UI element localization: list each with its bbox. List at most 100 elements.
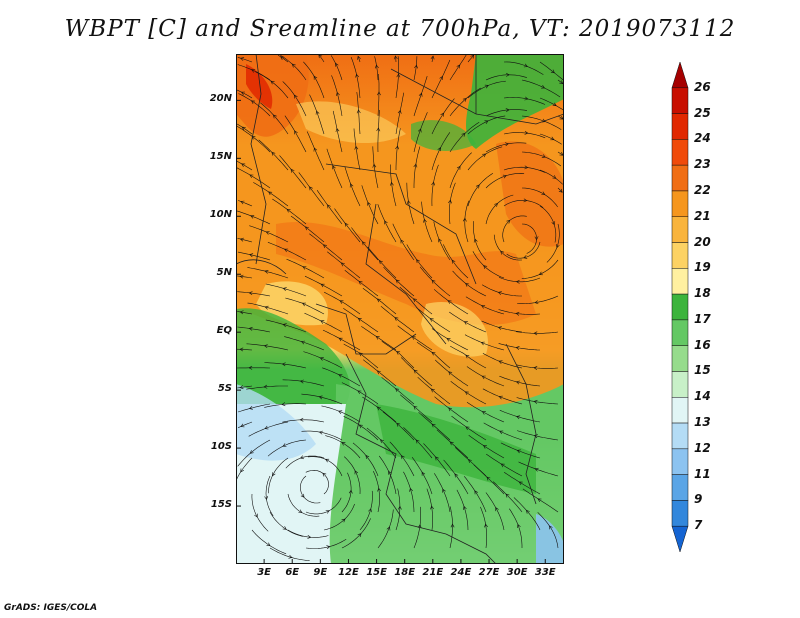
streamline [557, 115, 564, 120]
streamline-arrow [248, 326, 253, 331]
streamline [265, 319, 307, 333]
streamline [419, 266, 451, 297]
streamline-arrow [325, 458, 330, 463]
streamline-arrow [549, 525, 553, 530]
streamline-arrow [320, 320, 325, 324]
streamline-arrow [550, 69, 555, 74]
streamline-arrow [524, 130, 529, 135]
streamline [473, 221, 487, 261]
lat-tick-label: 20N [209, 93, 232, 105]
streamline [539, 205, 557, 243]
streamline [472, 251, 505, 279]
streamline [265, 475, 274, 517]
streamline [449, 87, 482, 117]
lon-tick-label: 21E [422, 567, 444, 578]
lon-tick-label: 33E [534, 567, 556, 578]
streamline-arrow [300, 493, 305, 498]
streamline-arrow [523, 63, 528, 68]
streamline [503, 132, 546, 139]
streamline-arrow [500, 250, 505, 255]
streamline [503, 166, 546, 173]
streamline [502, 215, 527, 243]
streamline-arrow [523, 255, 528, 259]
streamline-arrow [442, 488, 446, 493]
colorbar-label: 25 [694, 105, 711, 120]
streamline-arrow [358, 352, 363, 357]
streamline [466, 366, 505, 387]
streamline [503, 200, 544, 208]
streamline-arrow [463, 321, 468, 325]
streamline-arrow [515, 311, 520, 316]
streamline [467, 80, 506, 99]
streamline-arrow [533, 366, 538, 370]
colorbar-label: 19 [694, 260, 711, 275]
streamline [356, 92, 361, 135]
colorbar-label: 15 [694, 363, 711, 378]
streamline-arrow [537, 498, 542, 502]
streamline-arrow [327, 204, 331, 209]
streamline [341, 382, 379, 405]
streamline-arrow [299, 379, 304, 384]
streamline [255, 71, 289, 99]
streamline [517, 295, 559, 305]
streamline-arrow [423, 218, 427, 223]
streamline-arrow [559, 80, 564, 85]
streamline-arrow [449, 441, 454, 446]
streamline-arrow [430, 55, 435, 60]
colorbar-swatch [671, 371, 689, 398]
colorbar-swatch [671, 164, 689, 192]
streamline-arrow [361, 241, 366, 246]
streamline [327, 251, 361, 279]
colorbar-swatch [671, 113, 689, 140]
streamline [406, 244, 433, 279]
streamline [352, 442, 379, 477]
streamline-arrow [319, 357, 324, 361]
colorbar-swatch [671, 345, 689, 372]
streamline [238, 93, 271, 117]
streamline [513, 497, 541, 531]
streamline-arrow [465, 426, 470, 431]
streamline [431, 328, 469, 351]
streamline [483, 422, 523, 441]
streamline [395, 55, 397, 63]
lat-tick-label: 5N [216, 267, 232, 279]
streamline-arrow [516, 449, 521, 454]
colorbar-svg [671, 62, 689, 553]
streamline-arrow [401, 455, 405, 460]
streamline-arrow [282, 443, 287, 447]
streamline-arrow [451, 259, 456, 264]
grads-credit: GrADS: IGES/COLA [4, 603, 98, 613]
streamline-arrow [484, 84, 489, 89]
streamline-arrow [417, 128, 422, 133]
streamline-arrow [465, 354, 470, 359]
streamline [468, 435, 505, 459]
map-panel [236, 54, 564, 564]
colorbar-label: 22 [694, 182, 711, 197]
streamline [521, 223, 537, 254]
streamline [413, 76, 428, 117]
streamline [450, 345, 487, 369]
streamline [341, 472, 352, 513]
streamline-arrow [533, 331, 538, 336]
streamline-arrow [406, 200, 411, 205]
streamline-arrow [300, 340, 306, 345]
streamline-arrow [481, 411, 486, 415]
streamline-arrow [413, 405, 418, 410]
streamline [416, 306, 451, 333]
streamline-arrow [344, 222, 349, 227]
streamline-arrow [282, 323, 287, 328]
streamline-arrow [486, 476, 491, 481]
streamline-arrow [484, 523, 488, 528]
streamline-arrow [241, 163, 246, 167]
colorbar-label: 13 [694, 415, 711, 430]
streamline [268, 457, 289, 494]
streamline [431, 56, 434, 63]
streamline [237, 326, 271, 333]
colorbar-label: 9 [694, 492, 703, 507]
streamline-arrow [325, 510, 330, 514]
streamline-arrow [239, 385, 244, 390]
streamline-arrow [338, 337, 343, 342]
streamline-arrow [417, 524, 422, 529]
colorbar-swatch [671, 139, 689, 166]
streamline-arrow [254, 513, 258, 518]
